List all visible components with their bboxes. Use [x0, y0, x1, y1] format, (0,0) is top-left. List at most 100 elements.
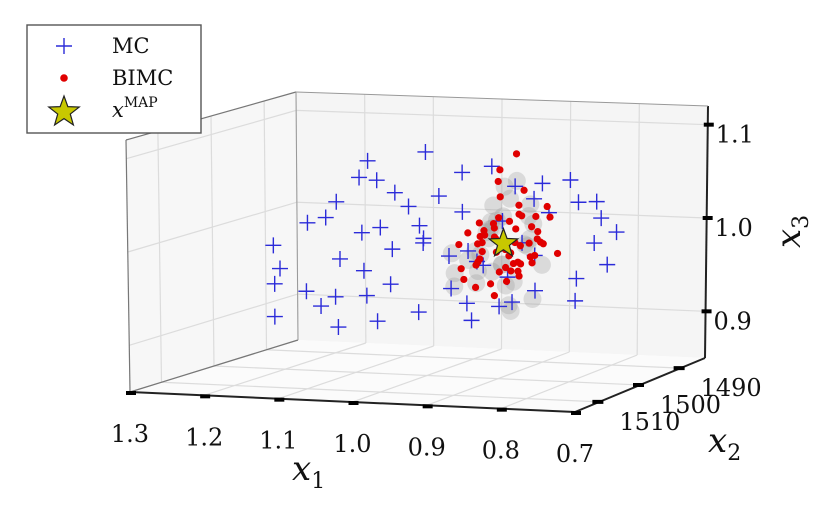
bimc-point: [543, 202, 551, 211]
mc-point: [417, 143, 434, 160]
bimc-point: [494, 177, 502, 186]
mc-point: [272, 260, 289, 277]
pane-edge-top-back: [295, 91, 709, 107]
mc-point: [504, 294, 521, 311]
cloud-point: [442, 244, 461, 263]
mc-point: [430, 188, 447, 205]
mc-point: [355, 262, 372, 279]
axes-panes: [126, 92, 708, 412]
grid-line-x2-side-0: [263, 100, 268, 350]
mc-point: [608, 224, 625, 241]
mc-point: [358, 287, 375, 304]
x2-tick-label: 1490: [701, 374, 762, 402]
bimc-series: [455, 150, 562, 300]
cloud-point: [507, 171, 526, 190]
mc-point: [330, 319, 347, 336]
bimc-point: [475, 219, 483, 227]
legend-map-icon: [47, 94, 81, 127]
bimc-point: [490, 292, 498, 300]
cloud-point: [496, 276, 515, 295]
mc-point: [460, 242, 477, 259]
bimc-point: [505, 217, 514, 225]
bimc-point: [501, 263, 510, 272]
legend-label-bimc: BIMC: [112, 66, 173, 90]
mc-series: [265, 143, 625, 336]
mc-point: [463, 312, 480, 329]
bimc-point: [455, 240, 463, 249]
x3-tick-label: 1.1: [716, 121, 754, 149]
bimc-point: [553, 249, 562, 258]
x3-tick-label: 0.9: [714, 307, 752, 335]
mc-point: [483, 158, 500, 175]
cloud-point: [483, 262, 502, 281]
mc-point: [353, 224, 370, 241]
map-series: [487, 226, 520, 258]
mc-point: [369, 313, 386, 330]
bimc-point: [486, 280, 495, 288]
pane-edge-floor-left: [129, 339, 299, 393]
x1-axis-title: x1: [292, 449, 325, 494]
bimc-point: [546, 213, 554, 221]
x1-tick-label: 1.0: [333, 430, 371, 458]
bimc-point: [526, 253, 534, 261]
x2-axis-title: x2: [708, 421, 741, 466]
cloud-point: [523, 289, 542, 308]
mc-point: [586, 235, 603, 252]
bimc-point: [457, 265, 465, 273]
mc-point: [526, 190, 543, 207]
bimc-point: [476, 232, 484, 241]
bimc-point: [534, 227, 542, 236]
grid-line-x2-side-2: [157, 130, 163, 383]
mc-point: [454, 164, 471, 181]
mc-point: [440, 248, 457, 265]
map-star: [487, 226, 520, 258]
mc-point: [400, 198, 417, 215]
x1-tick-label: 1.2: [185, 423, 223, 451]
bimc-point: [528, 223, 536, 231]
mc-point: [443, 280, 460, 297]
x1-tick-label: 1.3: [111, 420, 149, 448]
mc-point: [534, 175, 551, 192]
x3-axis-title-subscript: 3: [789, 215, 814, 229]
mc-point: [454, 203, 471, 220]
legend-label-mc: MC: [112, 34, 150, 58]
mc-point: [526, 282, 543, 299]
mc-point: [328, 193, 345, 210]
bimc-point: [502, 277, 511, 285]
mc-point: [313, 298, 330, 315]
legend-bimc-icon: [60, 74, 68, 82]
mc-point: [327, 288, 344, 305]
mc-point: [266, 275, 283, 292]
mc-point: [317, 209, 334, 226]
cloud-point: [501, 301, 520, 320]
x3-axis-line: [704, 105, 709, 359]
bimc-point: [460, 275, 468, 284]
bimc-point: [474, 240, 482, 248]
mc-point: [410, 304, 427, 321]
x1-axis-title-subscript: 1: [311, 469, 325, 494]
mc-point: [299, 214, 316, 231]
bimc-point: [532, 212, 540, 221]
bimc-point: [495, 214, 503, 222]
axis-titles: x1 x2 x3: [292, 215, 814, 494]
mc-point: [368, 172, 385, 189]
x1-tick-label: 0.9: [408, 433, 446, 461]
cloud-point: [467, 274, 486, 293]
bimc-point: [495, 268, 503, 276]
mc-point: [382, 276, 399, 293]
mc-point: [411, 217, 428, 234]
mc-point: [386, 184, 403, 201]
mc-point: [570, 194, 587, 211]
bimc-point: [464, 229, 472, 237]
mc-point: [331, 250, 348, 267]
bimc-point: [528, 259, 536, 267]
legend-box: [26, 24, 202, 134]
grid-line-x2-1: [213, 365, 641, 386]
bimc-point: [515, 201, 523, 209]
x3-axis-title: x3: [769, 215, 814, 248]
bimc-point: [516, 242, 524, 250]
x2-axis-title-subscript: 2: [727, 441, 741, 466]
cloud-point: [519, 207, 538, 226]
mc-point: [372, 219, 389, 236]
